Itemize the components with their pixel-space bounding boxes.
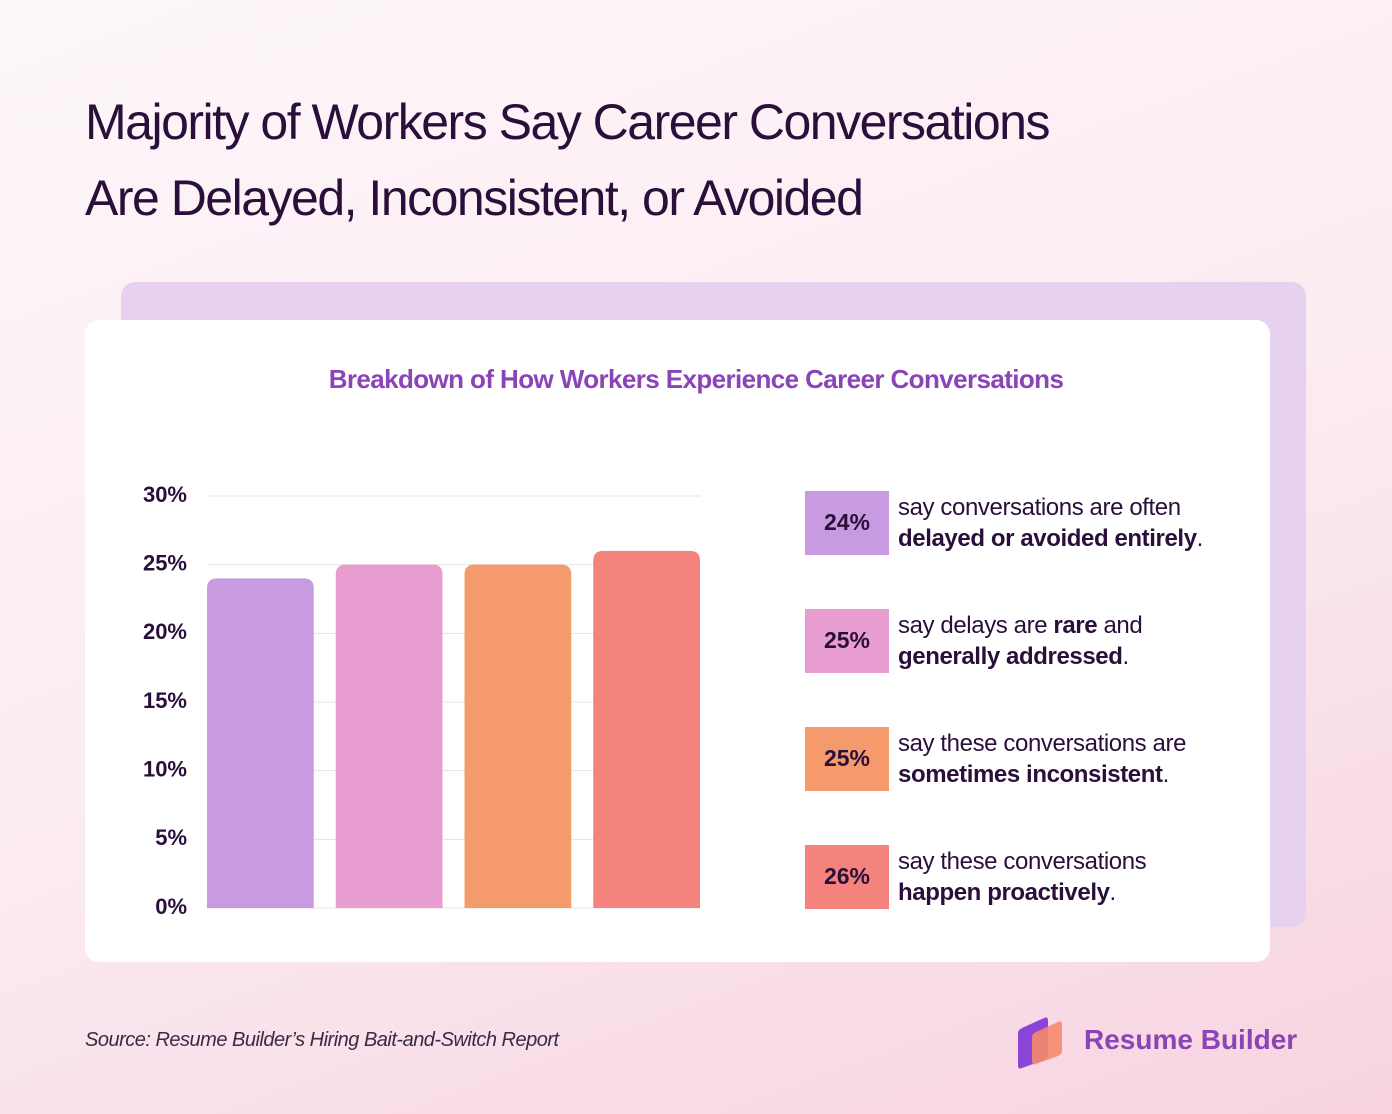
- description-line: sometimes inconsistent.: [898, 759, 1186, 790]
- value-label: 25%: [824, 745, 870, 771]
- y-tick-label: 30%: [143, 482, 187, 507]
- legend-swatch: [805, 727, 889, 791]
- source: Source: Resume Builder’s Hiring Bait-and…: [85, 1029, 559, 1051]
- description-line: delayed or avoided entirely.: [898, 523, 1203, 554]
- bar: [593, 550, 700, 908]
- text: .: [1196, 525, 1204, 552]
- description: say delays are rare and generally address…: [898, 610, 1143, 672]
- description-line: happen proactively.: [898, 877, 1146, 908]
- legend-swatch: [805, 609, 889, 673]
- description-line: say these conversations are: [898, 728, 1186, 759]
- y-tick-label: 25%: [143, 550, 187, 575]
- legend-swatch: [805, 845, 889, 909]
- text: say delays are: [898, 612, 1054, 639]
- text: say conversations are often: [898, 494, 1181, 521]
- y-tick-label: 5%: [155, 825, 187, 850]
- title-line: Majority of Workers Say Career Conversat…: [85, 94, 1050, 150]
- text: .: [1162, 761, 1170, 788]
- title-line: Are Delayed, Inconsistent, or Avoided: [85, 170, 864, 226]
- text: say these conversations: [898, 848, 1147, 875]
- text: .: [1109, 879, 1117, 906]
- description: say conversations are often delayed or av…: [898, 492, 1203, 554]
- y-tick-label: 10%: [143, 756, 187, 781]
- description-line: generally addressed.: [898, 641, 1142, 672]
- page-title: Majority of Workers Say Career Conversat…: [85, 84, 1050, 236]
- y-tick-label: 0%: [155, 894, 187, 919]
- description: say these conversations are sometimes inc…: [898, 728, 1186, 790]
- brand-name: Resume Builder: [1084, 1024, 1298, 1055]
- chart-title: Breakdown of How Workers Experience Care…: [329, 364, 1064, 394]
- bold-text: sometimes inconsistent: [898, 761, 1163, 788]
- bold-text: rare: [1053, 612, 1098, 639]
- value-label: 26%: [824, 863, 870, 889]
- bar: [207, 578, 314, 908]
- bold-text: delayed or avoided entirely: [898, 525, 1197, 552]
- legend-swatch: [805, 491, 889, 555]
- bold-text: happen proactively: [898, 879, 1110, 906]
- text: .: [1122, 643, 1130, 670]
- description: say these conversations happen proactivel…: [898, 846, 1147, 908]
- description-line: say these conversations: [898, 846, 1147, 877]
- description-line: say conversations are often: [898, 492, 1203, 523]
- value-label: 25%: [824, 627, 870, 653]
- y-tick-label: 20%: [143, 619, 187, 644]
- bold-text: generally addressed: [898, 643, 1123, 670]
- description-line: say delays are rare and: [898, 610, 1143, 641]
- text: say these conversations are: [898, 730, 1187, 757]
- brand-logo: [1018, 1017, 1062, 1069]
- y-tick-label: 15%: [143, 688, 187, 713]
- text: and: [1097, 612, 1143, 639]
- bar: [335, 564, 443, 908]
- value-label: 24%: [824, 509, 870, 535]
- bar: [464, 564, 572, 908]
